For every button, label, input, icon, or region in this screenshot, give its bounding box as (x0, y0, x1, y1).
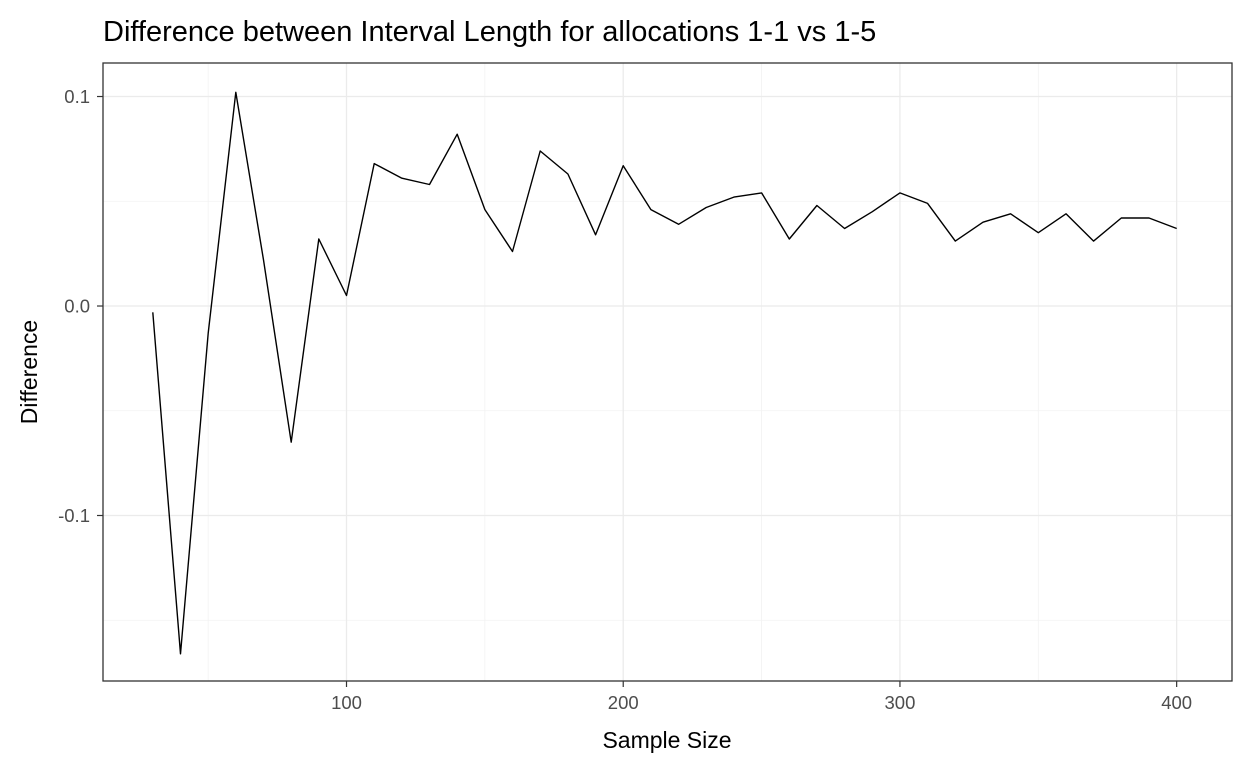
axis-ticks: 100 200 300 400 -0.1 0.0 0.1 (58, 86, 1192, 713)
x-axis-title: Sample Size (602, 727, 731, 753)
x-tick-label: 100 (331, 692, 362, 713)
x-tick-label: 300 (885, 692, 916, 713)
series-line (152, 91, 1177, 655)
minor-gridlines (103, 63, 1232, 681)
x-tick-label: 200 (608, 692, 639, 713)
y-tick-label: -0.1 (58, 505, 90, 526)
chart-title: Difference between Interval Length for a… (103, 16, 876, 48)
panel-border (102, 62, 1233, 682)
x-tick-label: 400 (1161, 692, 1192, 713)
y-tick-label: 0.1 (64, 86, 90, 107)
y-tick-label: 0.0 (64, 296, 90, 317)
y-axis-title: Difference (16, 320, 42, 424)
major-gridlines (103, 63, 1232, 681)
